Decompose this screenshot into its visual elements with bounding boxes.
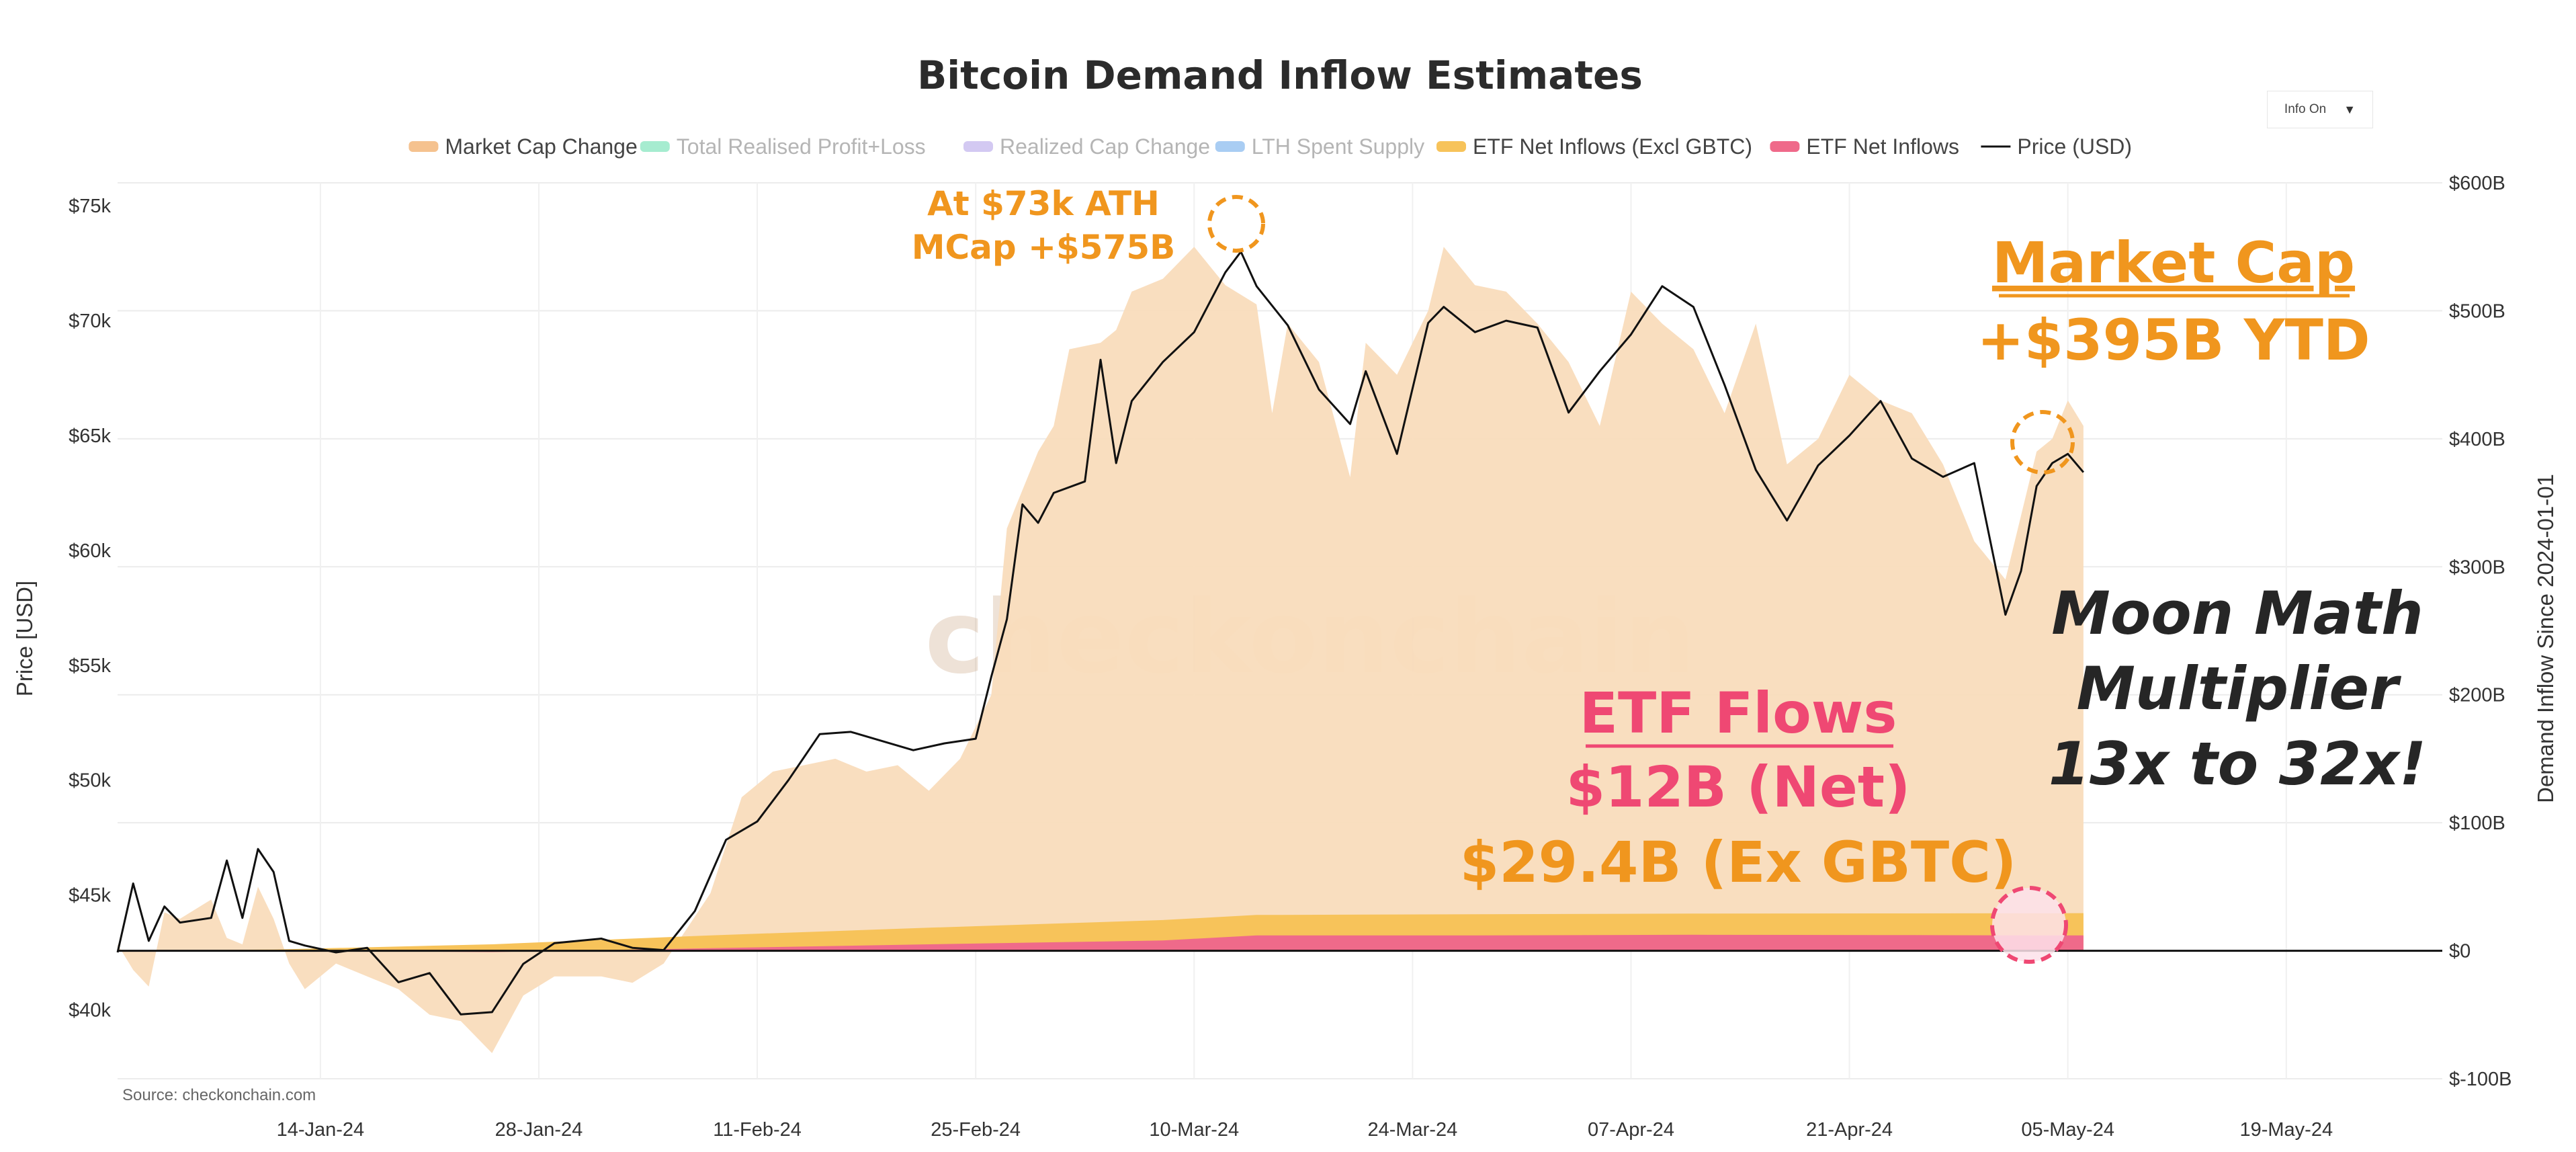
legend-label: Price (USD) bbox=[2017, 134, 2132, 159]
legend-label: ETF Net Inflows bbox=[1806, 134, 1959, 159]
legend-swatch bbox=[1770, 141, 1800, 152]
price-series bbox=[116, 251, 2085, 1016]
y-left-tick-label: $70k bbox=[69, 311, 111, 332]
legend-label: Total Realised Profit+Loss bbox=[677, 134, 926, 159]
y-right-tick-label: $500B bbox=[2449, 300, 2505, 322]
etf-net-inflows-area bbox=[118, 934, 2084, 952]
y-axis-right: $-100B $0 $100B $200B $300B $400B $500B $600B bbox=[2449, 173, 2512, 1090]
etf-annotation-line2: $12B (Net) bbox=[1566, 754, 1911, 820]
moon-annotation-line2: Multiplier bbox=[2076, 654, 2401, 723]
x-tick-label: 24-Mar-24 bbox=[1367, 1119, 1457, 1141]
y-right-tick-label: $100B bbox=[2449, 813, 2505, 834]
ath-annotation-line2: MCap +$575B bbox=[912, 228, 1176, 267]
price-usd-line bbox=[116, 251, 2085, 1016]
y-axis-left-title: Price [USD] bbox=[12, 581, 37, 696]
legend-item-total-realised-profit-loss: Total Realised Profit+Loss bbox=[640, 134, 926, 159]
info-toggle-label: Info On bbox=[2284, 102, 2327, 116]
x-tick-label: 05-May-24 bbox=[2021, 1119, 2114, 1141]
legend-swatch bbox=[1436, 141, 1466, 152]
x-tick-label: 11-Feb-24 bbox=[713, 1119, 802, 1141]
y-left-tick-label: $45k bbox=[69, 885, 111, 907]
source-note: Source: checkonchain.com bbox=[122, 1086, 316, 1104]
chart-title: Bitcoin Demand Inflow Estimates bbox=[917, 52, 1643, 98]
y-right-tick-label: $600B bbox=[2449, 173, 2505, 194]
x-tick-label: 28-Jan-24 bbox=[495, 1119, 583, 1141]
legend-item-lth-spent-supply: LTH Spent Supply bbox=[1215, 134, 1424, 159]
x-tick-label: 10-Mar-24 bbox=[1149, 1119, 1239, 1141]
etf-annotation-line3: $29.4B (Ex GBTC) bbox=[1460, 829, 2016, 895]
mcap-highlight-circle bbox=[2010, 410, 2075, 475]
ath-highlight-circle bbox=[1207, 195, 1265, 253]
legend-swatch bbox=[963, 141, 993, 152]
y-left-tick-label: $65k bbox=[69, 425, 111, 447]
y-right-tick-label: $-100B bbox=[2449, 1069, 2512, 1090]
etf-annotation-line1: ETF Flows bbox=[1580, 680, 1897, 746]
etf-highlight-circle bbox=[1990, 886, 2068, 964]
y-left-tick-label: $60k bbox=[69, 540, 111, 562]
y-right-tick-label: $400B bbox=[2449, 429, 2505, 450]
info-toggle-dropdown[interactable]: Info On ▼ bbox=[2267, 91, 2373, 128]
legend-item-price-usd: Price (USD) bbox=[1981, 134, 2132, 159]
x-axis: 14-Jan-24 28-Jan-24 11-Feb-24 25-Feb-24 10-M… bbox=[277, 1119, 2333, 1141]
legend-label: ETF Net Inflows (Excl GBTC) bbox=[1473, 134, 1752, 159]
legend-swatch bbox=[640, 141, 670, 152]
x-tick-label: 14-Jan-24 bbox=[277, 1119, 365, 1141]
legend-item-realized-cap-change: Realized Cap Change bbox=[963, 134, 1210, 159]
x-tick-label: 19-May-24 bbox=[2239, 1119, 2333, 1141]
legend-swatch bbox=[1215, 141, 1245, 152]
moon-annotation-line3: 13x to 32x! bbox=[2049, 729, 2426, 798]
mcap-annotation-line2: +$395B YTD bbox=[1977, 307, 2370, 373]
legend: Market Cap Change Total Realised Profit+L… bbox=[409, 134, 2132, 159]
y-left-tick-label: $75k bbox=[69, 196, 111, 217]
legend-item-etf-net-inflows: ETF Net Inflows bbox=[1770, 134, 1959, 159]
mcap-annotation-line1: Market Cap bbox=[1992, 230, 2355, 296]
x-tick-label: 25-Feb-24 bbox=[931, 1119, 1021, 1141]
legend-label: LTH Spent Supply bbox=[1252, 134, 1424, 159]
y-right-tick-label: $300B bbox=[2449, 557, 2505, 578]
legend-item-etf-net-inflows-excl-gbtc: ETF Net Inflows (Excl GBTC) bbox=[1436, 134, 1752, 159]
legend-swatch bbox=[409, 141, 439, 152]
legend-label: Market Cap Change bbox=[445, 134, 637, 159]
ath-annotation-line1: At $73k ATH bbox=[927, 184, 1160, 223]
y-left-tick-label: $50k bbox=[69, 770, 111, 792]
y-axis-left: $40k $45k $50k $55k $60k $65k $70k $75k bbox=[69, 196, 111, 1021]
y-right-tick-label: $200B bbox=[2449, 685, 2505, 706]
y-left-tick-label: $55k bbox=[69, 655, 111, 677]
market-cap-change-area bbox=[118, 247, 2084, 1053]
y-right-tick-label: $0 bbox=[2449, 941, 2471, 962]
caret-down-icon: ▼ bbox=[2344, 102, 2356, 116]
x-tick-label: 21-Apr-24 bbox=[1806, 1119, 1893, 1141]
x-tick-label: 07-Apr-24 bbox=[1588, 1119, 1674, 1141]
moon-annotation-line1: Moon Math bbox=[2051, 579, 2423, 648]
legend-label: Realized Cap Change bbox=[1000, 134, 1210, 159]
y-left-tick-label: $40k bbox=[69, 999, 111, 1021]
legend-item-market-cap-change: Market Cap Change bbox=[409, 134, 638, 159]
y-axis-right-title: Demand Inflow Since 2024-01-01 bbox=[2533, 474, 2558, 803]
